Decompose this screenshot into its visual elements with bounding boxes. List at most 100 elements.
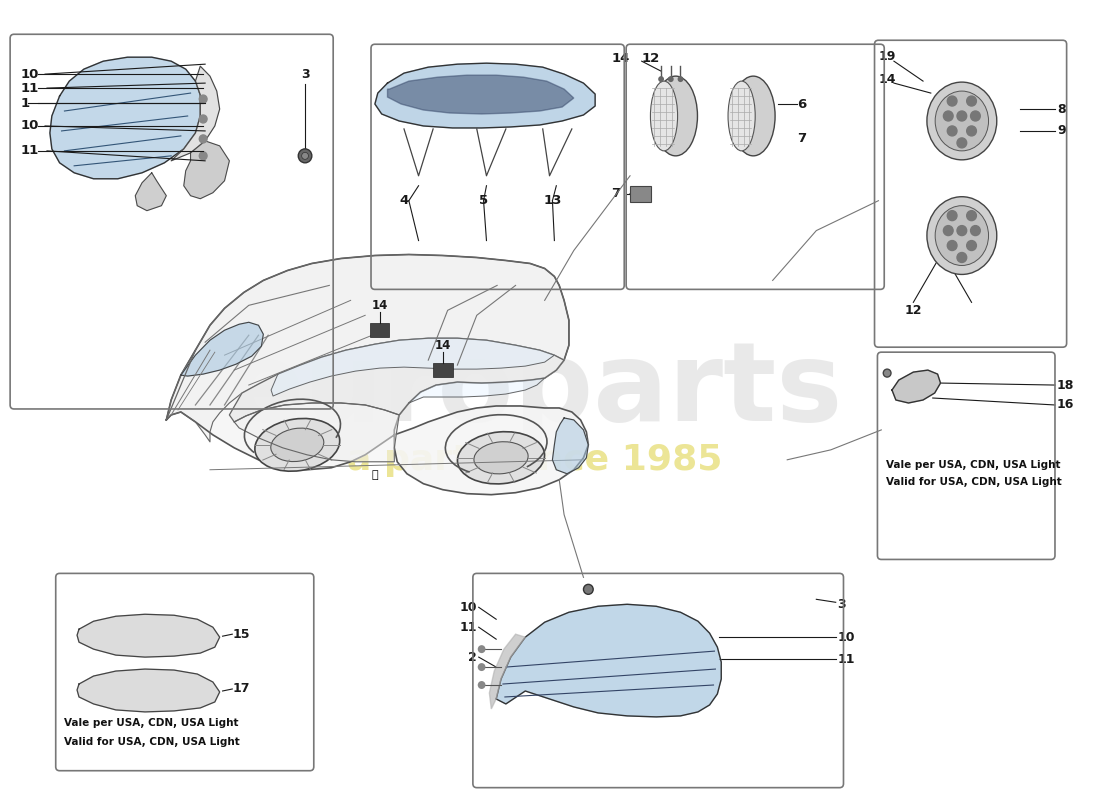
Bar	[433, 363, 452, 377]
Polygon shape	[490, 634, 526, 709]
Text: 17: 17	[232, 682, 250, 695]
Ellipse shape	[935, 91, 989, 151]
Polygon shape	[77, 669, 220, 712]
Circle shape	[957, 111, 967, 121]
Text: 🐴: 🐴	[372, 470, 378, 480]
Circle shape	[658, 76, 664, 82]
Circle shape	[967, 210, 977, 221]
Text: 14: 14	[879, 73, 895, 86]
Polygon shape	[77, 614, 220, 657]
Ellipse shape	[271, 428, 323, 462]
Circle shape	[477, 681, 485, 689]
Text: 10: 10	[21, 68, 40, 81]
Circle shape	[668, 76, 673, 82]
Bar	[370, 323, 389, 338]
Polygon shape	[409, 378, 544, 403]
Polygon shape	[230, 338, 564, 422]
Text: 16: 16	[1057, 398, 1075, 411]
Circle shape	[970, 226, 980, 235]
Text: 4: 4	[399, 194, 409, 207]
Text: 11: 11	[21, 144, 38, 158]
Text: 14: 14	[612, 52, 630, 65]
Circle shape	[883, 369, 891, 377]
Text: a parts since 1985: a parts since 1985	[348, 442, 723, 477]
Circle shape	[947, 126, 957, 136]
Text: 7: 7	[612, 187, 620, 200]
Text: 15: 15	[232, 628, 250, 641]
Ellipse shape	[935, 206, 989, 266]
Circle shape	[301, 152, 308, 159]
Text: Valid for USA, CDN, USA Light: Valid for USA, CDN, USA Light	[887, 477, 1062, 486]
Polygon shape	[184, 141, 230, 198]
Ellipse shape	[474, 442, 528, 474]
Circle shape	[678, 76, 683, 82]
Polygon shape	[387, 75, 574, 114]
Text: 13: 13	[543, 194, 562, 207]
Text: 3: 3	[300, 68, 309, 81]
Polygon shape	[180, 322, 263, 376]
Polygon shape	[375, 63, 595, 128]
Circle shape	[957, 253, 967, 262]
Text: 2: 2	[468, 650, 476, 664]
Ellipse shape	[653, 76, 697, 156]
Text: 11: 11	[21, 82, 38, 94]
Text: europarts: europarts	[228, 337, 843, 443]
Text: 7: 7	[796, 133, 806, 146]
Text: 11: 11	[460, 621, 476, 634]
Polygon shape	[172, 66, 220, 161]
Circle shape	[477, 645, 485, 653]
Circle shape	[477, 663, 485, 671]
Ellipse shape	[650, 81, 678, 151]
Text: 3: 3	[838, 598, 846, 610]
Text: 11: 11	[838, 653, 855, 666]
Circle shape	[947, 241, 957, 250]
Circle shape	[967, 96, 977, 106]
Ellipse shape	[927, 197, 997, 274]
Text: 8: 8	[1057, 102, 1066, 115]
Ellipse shape	[732, 76, 775, 156]
Text: 10: 10	[460, 601, 476, 614]
Ellipse shape	[255, 418, 340, 471]
Polygon shape	[135, 173, 166, 210]
Polygon shape	[552, 418, 589, 474]
Polygon shape	[166, 254, 569, 442]
Circle shape	[199, 115, 207, 123]
Circle shape	[947, 96, 957, 106]
Bar	[630, 186, 651, 202]
Polygon shape	[271, 338, 554, 396]
Text: 12: 12	[904, 304, 922, 317]
Text: 10: 10	[838, 630, 855, 644]
Polygon shape	[234, 403, 399, 462]
Circle shape	[967, 241, 977, 250]
Circle shape	[583, 584, 593, 594]
Circle shape	[199, 152, 207, 160]
Text: Vale per USA, CDN, USA Light: Vale per USA, CDN, USA Light	[65, 718, 239, 728]
Text: 5: 5	[478, 194, 488, 207]
Polygon shape	[892, 370, 940, 403]
Ellipse shape	[728, 81, 756, 151]
Circle shape	[944, 226, 953, 235]
Polygon shape	[50, 57, 200, 178]
Circle shape	[199, 95, 207, 103]
Text: 14: 14	[434, 339, 451, 352]
Text: Valid for USA, CDN, USA Light: Valid for USA, CDN, USA Light	[65, 737, 240, 747]
Text: 1: 1	[21, 97, 30, 110]
Text: 14: 14	[372, 299, 388, 312]
Circle shape	[957, 226, 967, 235]
Text: 9: 9	[1057, 125, 1066, 138]
Text: 18: 18	[1057, 378, 1075, 391]
Polygon shape	[166, 254, 588, 494]
Circle shape	[947, 210, 957, 221]
Circle shape	[199, 135, 207, 143]
Ellipse shape	[927, 82, 997, 160]
Text: 12: 12	[641, 52, 660, 65]
Circle shape	[967, 126, 977, 136]
Polygon shape	[496, 604, 722, 717]
Text: 10: 10	[21, 119, 40, 133]
Text: 19: 19	[879, 50, 895, 62]
Circle shape	[944, 111, 953, 121]
Circle shape	[957, 138, 967, 148]
Circle shape	[298, 149, 311, 163]
Text: Vale per USA, CDN, USA Light: Vale per USA, CDN, USA Light	[887, 460, 1060, 470]
Circle shape	[970, 111, 980, 121]
